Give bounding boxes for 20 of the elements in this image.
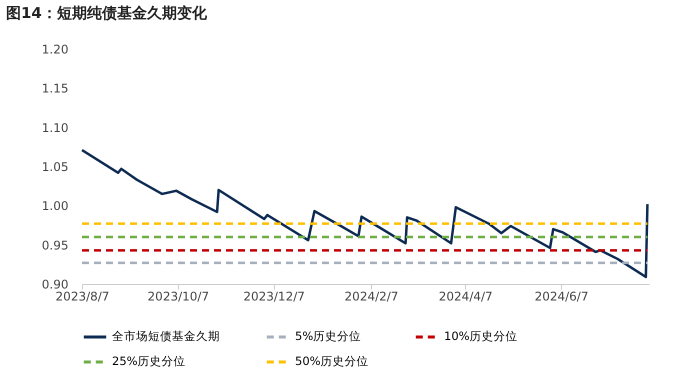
x-tick-label: 2024/6/7	[534, 290, 588, 304]
legend-label: 10%历史分位	[444, 329, 518, 343]
x-tick-label: 2023/10/7	[148, 290, 210, 304]
y-tick-label: 1.20	[42, 42, 68, 56]
x-tick-label: 2023/8/7	[56, 290, 110, 304]
legend-label: 25%历史分位	[112, 354, 186, 368]
y-tick-label: 1.15	[42, 82, 68, 96]
line-series	[80, 148, 649, 278]
y-tick-label: 1.05	[42, 160, 68, 174]
x-tick-label: 2023/12/7	[243, 290, 305, 304]
legend-label: 全市场短债基金久期	[112, 329, 220, 343]
legend-label: 5%历史分位	[295, 329, 362, 343]
chart-title: 图14：短期纯债基金久期变化	[6, 4, 208, 22]
y-tick-label: 1.00	[42, 199, 68, 214]
x-tick-label: 2024/4/7	[438, 290, 493, 304]
y-tick-label: 1.10	[42, 120, 68, 135]
x-tick-label: 2024/2/7	[344, 290, 398, 304]
y-tick-label: 0.95	[42, 238, 68, 252]
y-tick-label: 0.90	[42, 278, 68, 292]
legend-label: 50%历史分位	[295, 354, 369, 368]
